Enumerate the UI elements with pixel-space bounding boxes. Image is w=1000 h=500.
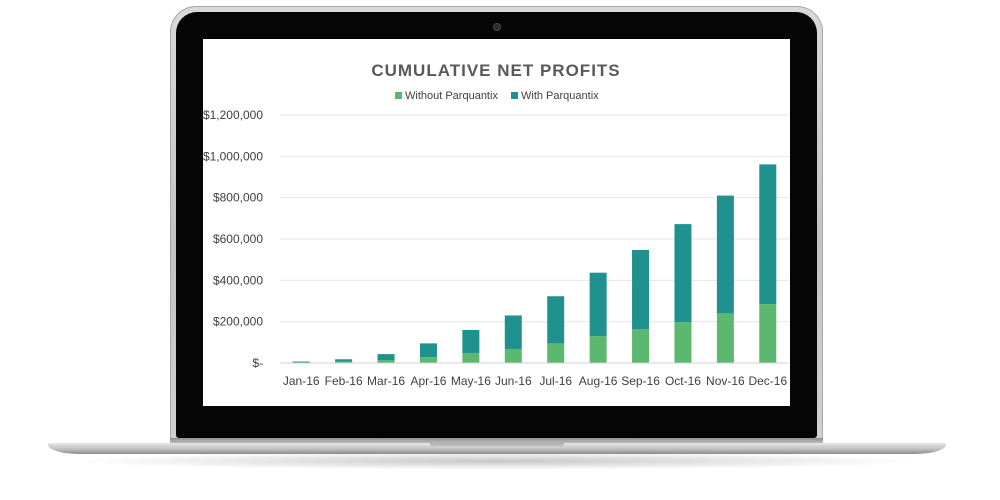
bar-without-parquantix [632,329,650,363]
gridlines [280,114,789,323]
bar-with-parquantix [589,272,607,337]
y-tick-label: $1,200,000 [203,108,263,122]
bar-with-parquantix [759,164,777,305]
bar-with-parquantix [547,296,565,344]
y-tick-label: $200,000 [213,315,263,329]
laptop-shadow [70,452,926,470]
cumulative-profits-chart: CUMULATIVE NET PROFITS Without Parquanti… [203,61,789,388]
laptop-hinge [170,438,823,443]
bar-with-parquantix [462,329,480,354]
camera-icon [493,23,501,31]
bar-with-parquantix [716,195,734,314]
laptop-notch [430,443,564,448]
bar-with-parquantix [335,359,353,362]
bars [292,164,777,363]
bar-with-parquantix [632,249,650,330]
bar-without-parquantix [716,313,734,363]
bar-without-parquantix [547,343,565,363]
bar-with-parquantix [504,315,522,349]
x-tick-label: Jan-16 [283,374,320,388]
x-tick-label: Mar-16 [367,374,405,388]
legend-label-with: With Parquantix [521,90,599,102]
laptop-base [48,443,946,454]
x-tick-label: Feb-16 [325,374,363,388]
bar-without-parquantix [377,360,395,363]
x-tick-label: Dec-16 [748,374,787,388]
x-tick-label: May-16 [451,374,491,388]
laptop-screen: CUMULATIVE NET PROFITS Without Parquanti… [203,39,790,406]
x-tick-label: Oct-16 [665,374,701,388]
bar-without-parquantix [462,353,480,363]
bar-with-parquantix [292,361,310,363]
bar-without-parquantix [504,348,522,363]
bar-without-parquantix [589,336,607,363]
x-tick-label: Nov-16 [706,374,745,388]
bar-without-parquantix [759,304,777,363]
bar-without-parquantix [335,361,353,363]
legend-swatch-without [395,92,402,99]
y-tick-label: $800,000 [213,191,263,205]
x-tick-label: Sep-16 [621,374,660,388]
bar-with-parquantix [377,354,395,361]
y-axis-ticks: $- $200,000 $400,000 $600,000 $800,000 $1,000… [203,108,263,370]
bar-with-parquantix [419,343,437,358]
bar-with-parquantix [674,224,692,323]
x-tick-label: Aug-16 [579,374,618,388]
y-tick-label: $600,000 [213,232,263,246]
x-tick-label: Jun-16 [495,374,532,388]
x-tick-label: Apr-16 [410,374,446,388]
chart-title: CUMULATIVE NET PROFITS [371,61,620,80]
x-axis-ticks: Jan-16 Feb-16 Mar-16 Apr-16 May-16 Jun-16 Jul-… [283,374,788,388]
y-tick-label: $400,000 [213,273,263,287]
y-tick-label: $- [252,356,263,370]
legend-swatch-with [511,92,518,99]
bar-without-parquantix [419,357,437,363]
chart-legend: Without Parquantix With Parquantix [395,90,599,102]
legend-label-without: Without Parquantix [405,90,498,102]
x-tick-label: Jul-16 [539,374,572,388]
bar-without-parquantix [674,322,692,363]
y-tick-label: $1,000,000 [203,149,263,163]
